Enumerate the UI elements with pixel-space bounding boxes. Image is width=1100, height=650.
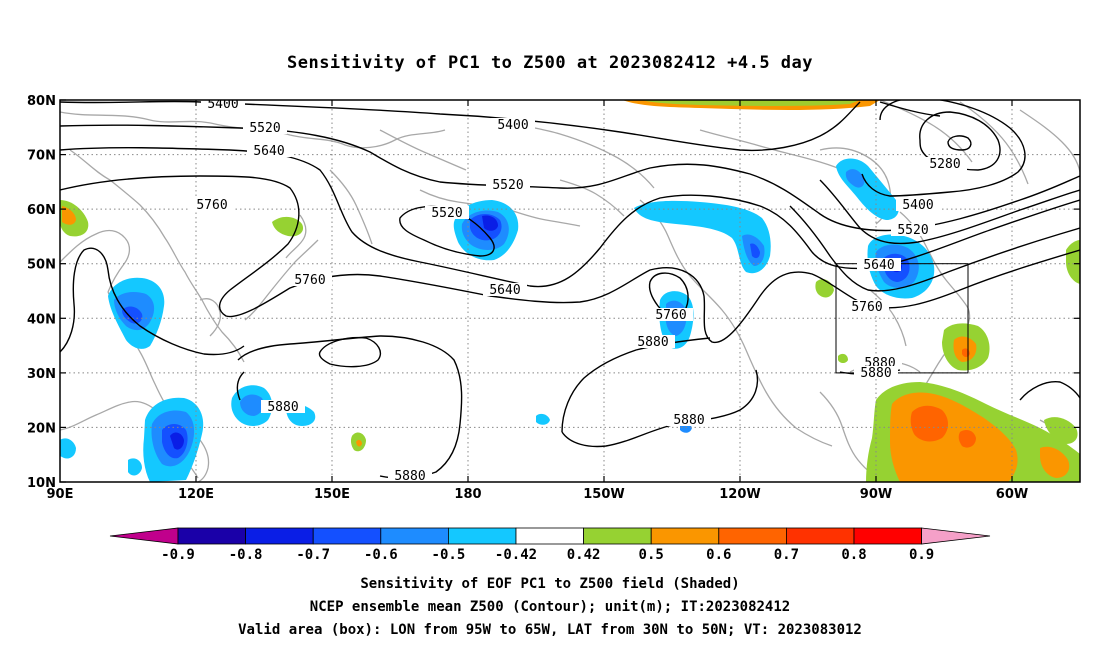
lat-label: 80N [27, 94, 56, 109]
lat-label: 30N [27, 367, 56, 382]
contour-labels: 5400 5520 5640 5760 5400 5520 5520 5760 … [190, 97, 967, 484]
colorbar-segment [245, 527, 314, 545]
caption-line-valid-area: Valid area (box): LON from 95W to 65W, L… [238, 622, 862, 638]
lon-label: 150E [314, 487, 350, 502]
colorbar-segment [177, 527, 246, 545]
colorbar-segment [380, 527, 449, 545]
contour-label: 5880 [860, 366, 891, 381]
lon-label: 120W [719, 487, 760, 502]
contour-label: 5760 [655, 308, 686, 323]
lon-label: 90E [47, 487, 74, 502]
colorbar-label: -0.5 [432, 547, 466, 563]
colorbar: -0.9 -0.8 -0.7 -0.6 -0.5 -0.42 0.42 0.5 … [109, 527, 991, 563]
colorbar-label: -0.7 [296, 547, 330, 563]
colorbar-segment [786, 527, 855, 545]
contour-label: 5640 [253, 144, 284, 159]
valid-area-box [835, 263, 969, 374]
contour-label: 5520 [492, 178, 523, 193]
colorbar-segment [650, 527, 720, 545]
contour-label: 5880 [637, 335, 668, 350]
contour-label: 5400 [497, 118, 528, 133]
caption-line-shaded: Sensitivity of EOF PC1 to Z500 field (Sh… [360, 576, 739, 592]
gridlines [60, 100, 1080, 482]
colorbar-label: 0.6 [706, 547, 731, 563]
colorbar-label: 0.9 [909, 547, 934, 563]
contour-label: 5520 [249, 121, 280, 136]
lon-label: 60W [996, 487, 1028, 502]
lat-label: 70N [27, 149, 56, 164]
lat-label: 50N [27, 258, 56, 273]
contour-label: 5640 [863, 258, 894, 273]
colorbar-label: -0.8 [229, 547, 263, 563]
colorbar-label: 0.5 [639, 547, 664, 563]
colorbar-label: 0.42 [567, 547, 601, 563]
lat-label: 40N [27, 312, 56, 327]
lon-label: 120E [178, 487, 214, 502]
contour-label: 5640 [489, 283, 520, 298]
contour-label: 5400 [207, 97, 238, 112]
lat-label: 20N [27, 421, 56, 436]
contour-label: 5880 [394, 469, 425, 484]
contour-label: 5520 [431, 206, 462, 221]
colorbar-segment [515, 527, 584, 545]
lon-label: 150W [583, 487, 624, 502]
colorbar-right-arrow [921, 527, 991, 545]
contour-label: 5760 [196, 198, 227, 213]
lon-label: 90W [860, 487, 892, 502]
contour-label: 5880 [673, 413, 704, 428]
contour-label: 5760 [294, 273, 325, 288]
lon-label: 180 [454, 487, 481, 502]
colorbar-left-arrow [109, 527, 179, 545]
lat-label: 60N [27, 203, 56, 218]
colorbar-segment [312, 527, 382, 545]
lat-label: 10N [27, 476, 56, 491]
contour-label: 5760 [851, 300, 882, 315]
colorbar-label: -0.6 [364, 547, 398, 563]
caption-line-contour: NCEP ensemble mean Z500 (Contour); unit(… [310, 599, 790, 615]
contour-label: 5880 [267, 400, 298, 415]
colorbar-segment [853, 527, 922, 545]
figure-title: Sensitivity of PC1 to Z500 at 2023082412… [287, 53, 813, 73]
figure-caption: Sensitivity of EOF PC1 to Z500 field (Sh… [238, 576, 862, 638]
colorbar-segment [718, 527, 787, 545]
axis-ticks [60, 99, 1080, 483]
contour-label: 5400 [902, 198, 933, 213]
latitude-labels: 80N 70N 60N 50N 40N 30N 20N 10N [27, 94, 56, 491]
colorbar-segment [583, 527, 652, 545]
contour-label: 5520 [897, 223, 928, 238]
sensitivity-shading [60, 100, 1080, 482]
colorbar-label: 0.7 [774, 547, 799, 563]
map-frame [59, 99, 1081, 483]
colorbar-label: 0.8 [841, 547, 866, 563]
colorbar-label: -0.42 [495, 547, 537, 563]
colorbar-label: -0.9 [161, 547, 195, 563]
contour-label: 5280 [929, 157, 960, 172]
longitude-labels: 90E 120E 150E 180 150W 120W 90W 60W [47, 487, 1029, 502]
colorbar-segment [447, 527, 517, 545]
